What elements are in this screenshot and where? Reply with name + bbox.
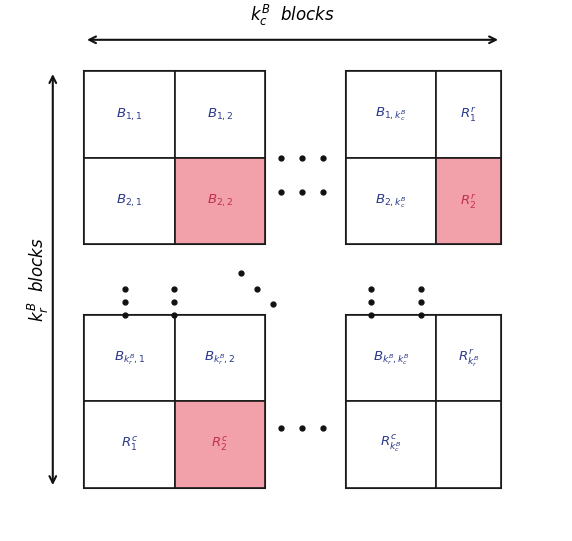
Bar [84, 158, 174, 244]
Bar [346, 158, 436, 244]
Bar [174, 158, 265, 244]
Text: $B_{1,2}$: $B_{1,2}$ [206, 106, 233, 123]
Bar [436, 315, 501, 401]
Text: $B_{k_r^B,k_c^B}$: $B_{k_r^B,k_c^B}$ [373, 349, 410, 367]
Bar [84, 315, 174, 401]
Bar [346, 71, 501, 244]
Bar [174, 315, 265, 401]
Text: $B_{1,k_c^B}$: $B_{1,k_c^B}$ [375, 105, 407, 123]
Bar [346, 71, 436, 158]
Bar [436, 71, 501, 158]
Text: $B_{k_r^B,1}$: $B_{k_r^B,1}$ [114, 349, 145, 367]
Text: $B_{2,1}$: $B_{2,1}$ [116, 193, 143, 209]
Text: $R_2^r$: $R_2^r$ [460, 192, 476, 210]
Bar [174, 401, 265, 488]
Bar [84, 71, 174, 158]
Bar [436, 158, 501, 244]
Text: $R_{k_r^B}^r$: $R_{k_r^B}^r$ [458, 347, 479, 369]
Text: $k_r^B$  blocks: $k_r^B$ blocks [26, 237, 51, 322]
Bar [436, 401, 501, 488]
Text: $R_2^c$: $R_2^c$ [211, 436, 228, 453]
Text: $B_{k_r^B,2}$: $B_{k_r^B,2}$ [204, 349, 236, 367]
Bar [84, 315, 265, 488]
Bar [346, 315, 436, 401]
Text: $B_{2,k_c^B}$: $B_{2,k_c^B}$ [375, 192, 407, 210]
Text: $B_{2,2}$: $B_{2,2}$ [206, 193, 233, 209]
Bar [346, 315, 501, 488]
Text: $R_1^r$: $R_1^r$ [460, 105, 476, 123]
Bar [84, 401, 174, 488]
Bar [84, 71, 265, 244]
Text: $R_{k_c^B}^c$: $R_{k_c^B}^c$ [380, 434, 402, 455]
Text: $B_{1,1}$: $B_{1,1}$ [116, 106, 143, 123]
Text: $R_1^c$: $R_1^c$ [121, 436, 138, 453]
Text: $k_c^B$  blocks: $k_c^B$ blocks [251, 3, 335, 28]
Bar [174, 71, 265, 158]
Bar [346, 401, 436, 488]
